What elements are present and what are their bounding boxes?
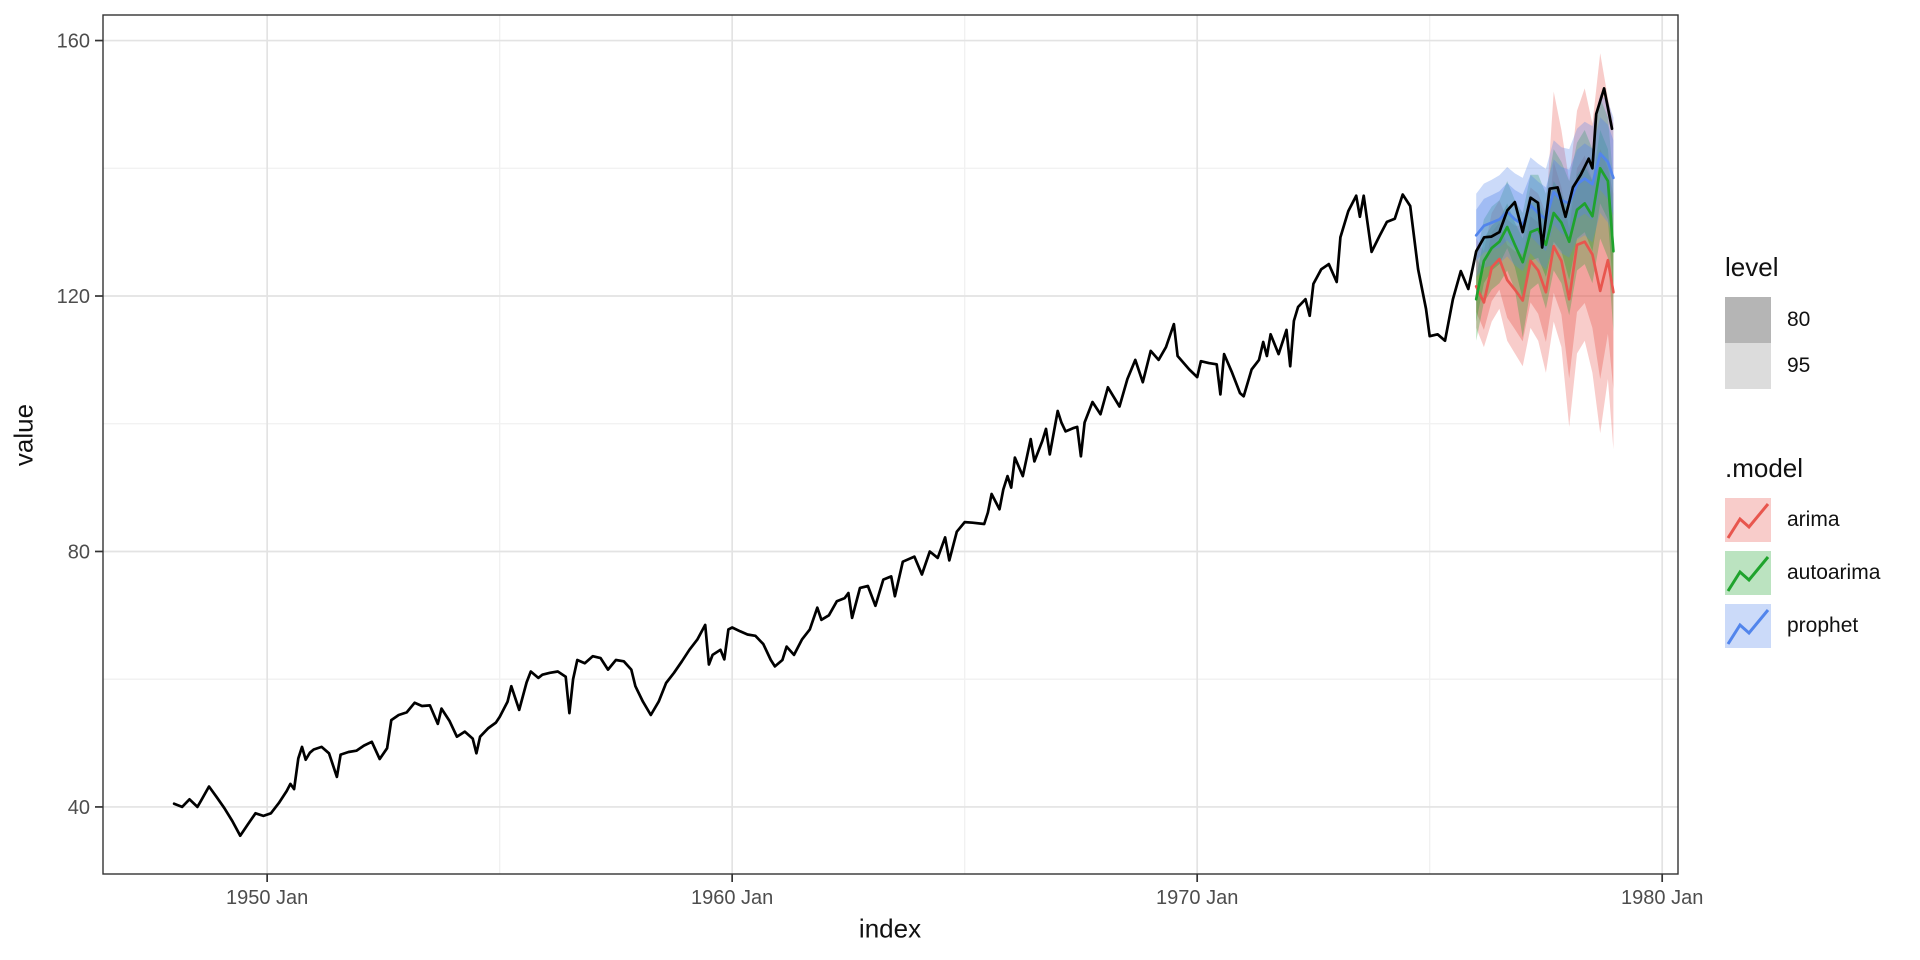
legend-level-item-95: 95 [1725,343,1920,389]
y-tick-label: 120 [57,286,90,308]
level-swatch-95 [1725,343,1771,389]
legend: level 80 95 .model arima autoarima prophet [1725,252,1920,657]
level-legend-items: 80 95 [1725,297,1920,389]
x-tick-label: 1960 Jan [691,887,773,909]
x-axis-title: index [858,913,922,944]
legend-model-item-arima: arima [1725,498,1920,542]
zigzag-line-icon [1726,503,1770,539]
model-label: prophet [1787,614,1859,637]
x-tick-label: 1950 Jan [226,887,308,909]
series-layer [172,53,1615,838]
level-swatch-80 [1725,297,1771,343]
y-axis-title: value [8,403,39,467]
forecast-line-arima [1474,240,1615,304]
zigzag-line-icon [1726,609,1770,645]
forecast-line-autoarima [1474,166,1615,301]
y-tick-label: 40 [68,797,90,819]
ribbon-80-prophet [1476,117,1614,261]
ribbon-95-arima [1476,53,1614,450]
level-label: 95 [1787,354,1811,377]
actual-line [172,87,1614,838]
zigzag-line-icon [1726,556,1770,592]
x-tick-label: 1970 Jan [1156,887,1238,909]
model-legend-items: arima autoarima prophet [1725,498,1920,648]
y-tick-label: 80 [68,541,90,563]
x-tick-label: 1980 Jan [1621,887,1703,909]
legend-model-item-prophet: prophet [1725,604,1920,648]
level-label: 80 [1787,308,1811,331]
y-tick-label: 160 [57,31,90,53]
model-key-autoarima [1725,551,1771,595]
model-key-prophet [1725,604,1771,648]
model-label: autoarima [1787,561,1881,584]
ribbon-95-prophet [1476,94,1614,277]
model-legend-title: .model [1725,453,1804,483]
model-key-arima [1725,498,1771,542]
legend-level-item-80: 80 [1725,297,1920,343]
level-legend-title: level [1725,252,1779,282]
legend-model-item-autoarima: autoarima [1725,551,1920,595]
model-label: arima [1787,508,1840,531]
